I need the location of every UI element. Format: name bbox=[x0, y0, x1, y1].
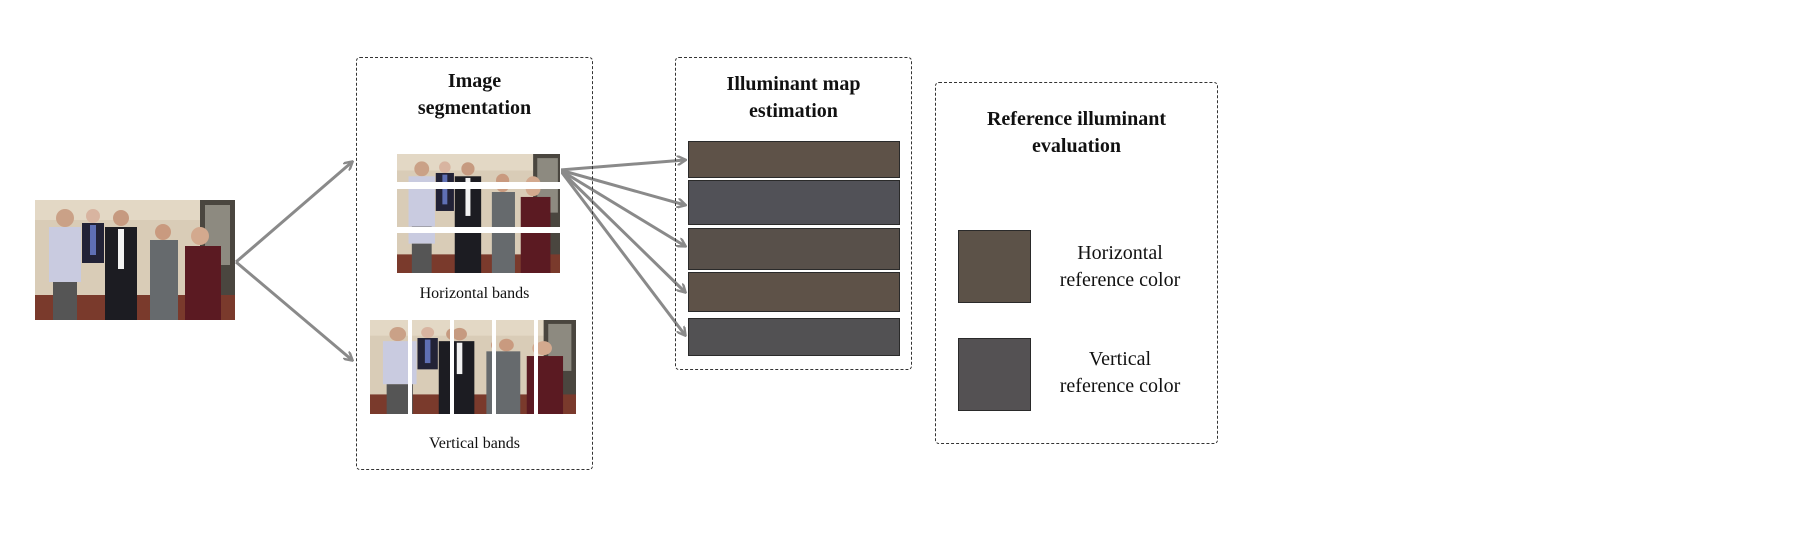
reference-panel bbox=[935, 82, 1218, 444]
horizontal-reference-swatch bbox=[958, 230, 1031, 303]
arrow-to-bar-4 bbox=[558, 168, 685, 292]
horizontal-band bbox=[396, 188, 561, 228]
arrow-to-bar-3 bbox=[559, 168, 685, 246]
reference-title-line2: evaluation bbox=[1032, 135, 1121, 157]
illuminant-bar-2 bbox=[688, 180, 900, 225]
vertical-reference-line1: Vertical bbox=[1088, 348, 1152, 370]
horizontal-reference-line2: reference color bbox=[1059, 269, 1181, 291]
illuminant-bar-5 bbox=[688, 318, 900, 356]
arrow-to-bar-1 bbox=[559, 160, 685, 172]
vertical-reference-label: Vertical reference color bbox=[1040, 346, 1200, 400]
arrow-to-bar-5 bbox=[558, 169, 685, 335]
arrow-to-vertical-bands bbox=[235, 260, 352, 360]
illuminant-map-panel bbox=[675, 57, 912, 370]
vertical-bands-caption: Vertical bands bbox=[428, 435, 521, 452]
vertical-reference-swatch bbox=[958, 338, 1031, 411]
segmentation-title-line1: Image bbox=[447, 70, 502, 92]
segmentation-panel bbox=[356, 57, 593, 470]
vertical-band bbox=[370, 320, 408, 414]
segmentation-title: Image segmentation bbox=[356, 68, 593, 122]
illuminant-bar-1 bbox=[688, 141, 900, 178]
arrow-to-horizontal-bands bbox=[235, 162, 352, 264]
illuminant-bar-4 bbox=[688, 272, 900, 312]
input-photo bbox=[35, 200, 235, 320]
illuminant-map-title: Illuminant map estimation bbox=[675, 71, 912, 125]
vertical-band bbox=[454, 320, 492, 414]
horizontal-bands-caption: Horizontal bands bbox=[419, 285, 530, 302]
reference-title: Reference illuminant evaluation bbox=[935, 106, 1218, 160]
illuminant-bar-3 bbox=[688, 228, 900, 270]
reference-title-line1: Reference illuminant bbox=[986, 108, 1167, 130]
horizontal-band bbox=[396, 232, 561, 274]
horizontal-reference-line1: Horizontal bbox=[1077, 242, 1163, 264]
segmentation-title-line2: segmentation bbox=[417, 97, 532, 119]
vertical-band bbox=[496, 320, 534, 414]
illuminant-map-title-line1: Illuminant map bbox=[726, 73, 861, 95]
horizontal-band bbox=[396, 153, 561, 183]
horizontal-reference-label: Horizontal reference color bbox=[1040, 240, 1200, 294]
vertical-band bbox=[538, 320, 576, 414]
vertical-reference-line2: reference color bbox=[1059, 375, 1181, 397]
arrow-to-bar-2 bbox=[559, 168, 685, 205]
vertical-band bbox=[412, 320, 450, 414]
illuminant-map-title-line2: estimation bbox=[749, 100, 838, 122]
